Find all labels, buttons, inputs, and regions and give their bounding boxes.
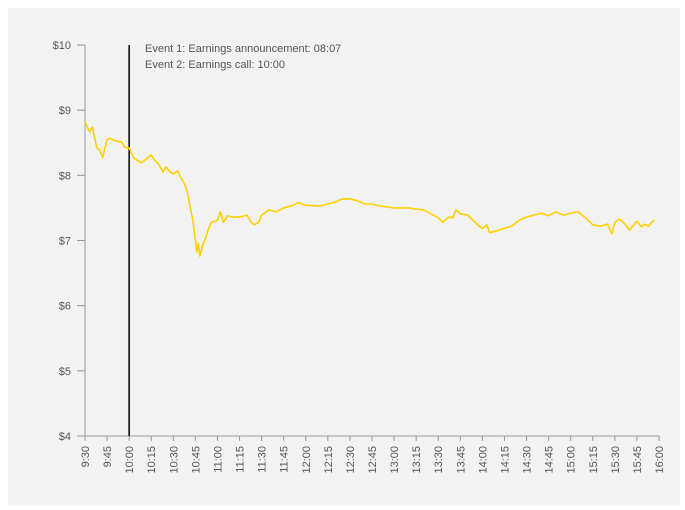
x-tick-label: 16:00: [654, 446, 666, 474]
y-tick-label: $4: [59, 431, 71, 443]
chart-background: [8, 8, 680, 505]
annotation: Event 1: Earnings announcement: 08:07: [145, 43, 341, 55]
x-tick-label: 11:15: [235, 446, 247, 473]
x-tick-label: 12:00: [301, 446, 313, 474]
x-tick-label: 15:30: [610, 446, 622, 474]
x-tick-label: 15:00: [566, 446, 578, 474]
annotation: Event 2: Earnings call: 10:00: [145, 59, 285, 71]
x-tick-label: 12:15: [323, 446, 335, 474]
x-tick-label: 10:45: [190, 446, 202, 474]
x-tick-label: 13:00: [389, 446, 401, 474]
y-tick-label: $6: [59, 301, 71, 313]
y-tick-label: $8: [59, 170, 71, 182]
x-tick-label: 15:15: [588, 446, 600, 474]
y-tick-label: $10: [53, 40, 71, 52]
x-tick-label: 10:15: [146, 446, 158, 474]
x-tick-label: 13:15: [411, 446, 423, 474]
x-tick-label: 11:30: [257, 446, 269, 473]
x-tick-label: 12:30: [345, 446, 357, 474]
x-tick-label: 11:45: [279, 446, 291, 473]
x-tick-label: 10:00: [124, 446, 136, 474]
y-tick-label: $7: [59, 236, 71, 248]
x-tick-label: 11:00: [212, 446, 224, 473]
x-tick-label: 9:45: [102, 446, 114, 467]
price-line: [84, 121, 656, 257]
x-tick-label: 9:30: [80, 446, 92, 467]
x-tick-label: 14:15: [499, 446, 511, 474]
x-tick-label: 15:45: [632, 446, 644, 474]
x-tick-label: 12:45: [367, 446, 379, 474]
x-tick-label: 14:45: [544, 446, 556, 474]
x-tick-label: 13:30: [433, 446, 445, 474]
x-tick-label: 13:45: [455, 446, 467, 474]
x-tick-label: 14:30: [522, 446, 534, 474]
y-tick-label: $9: [59, 105, 71, 117]
x-tick-label: 10:30: [168, 446, 180, 474]
y-tick-label: $5: [59, 366, 71, 378]
x-tick-label: 14:00: [477, 446, 489, 474]
